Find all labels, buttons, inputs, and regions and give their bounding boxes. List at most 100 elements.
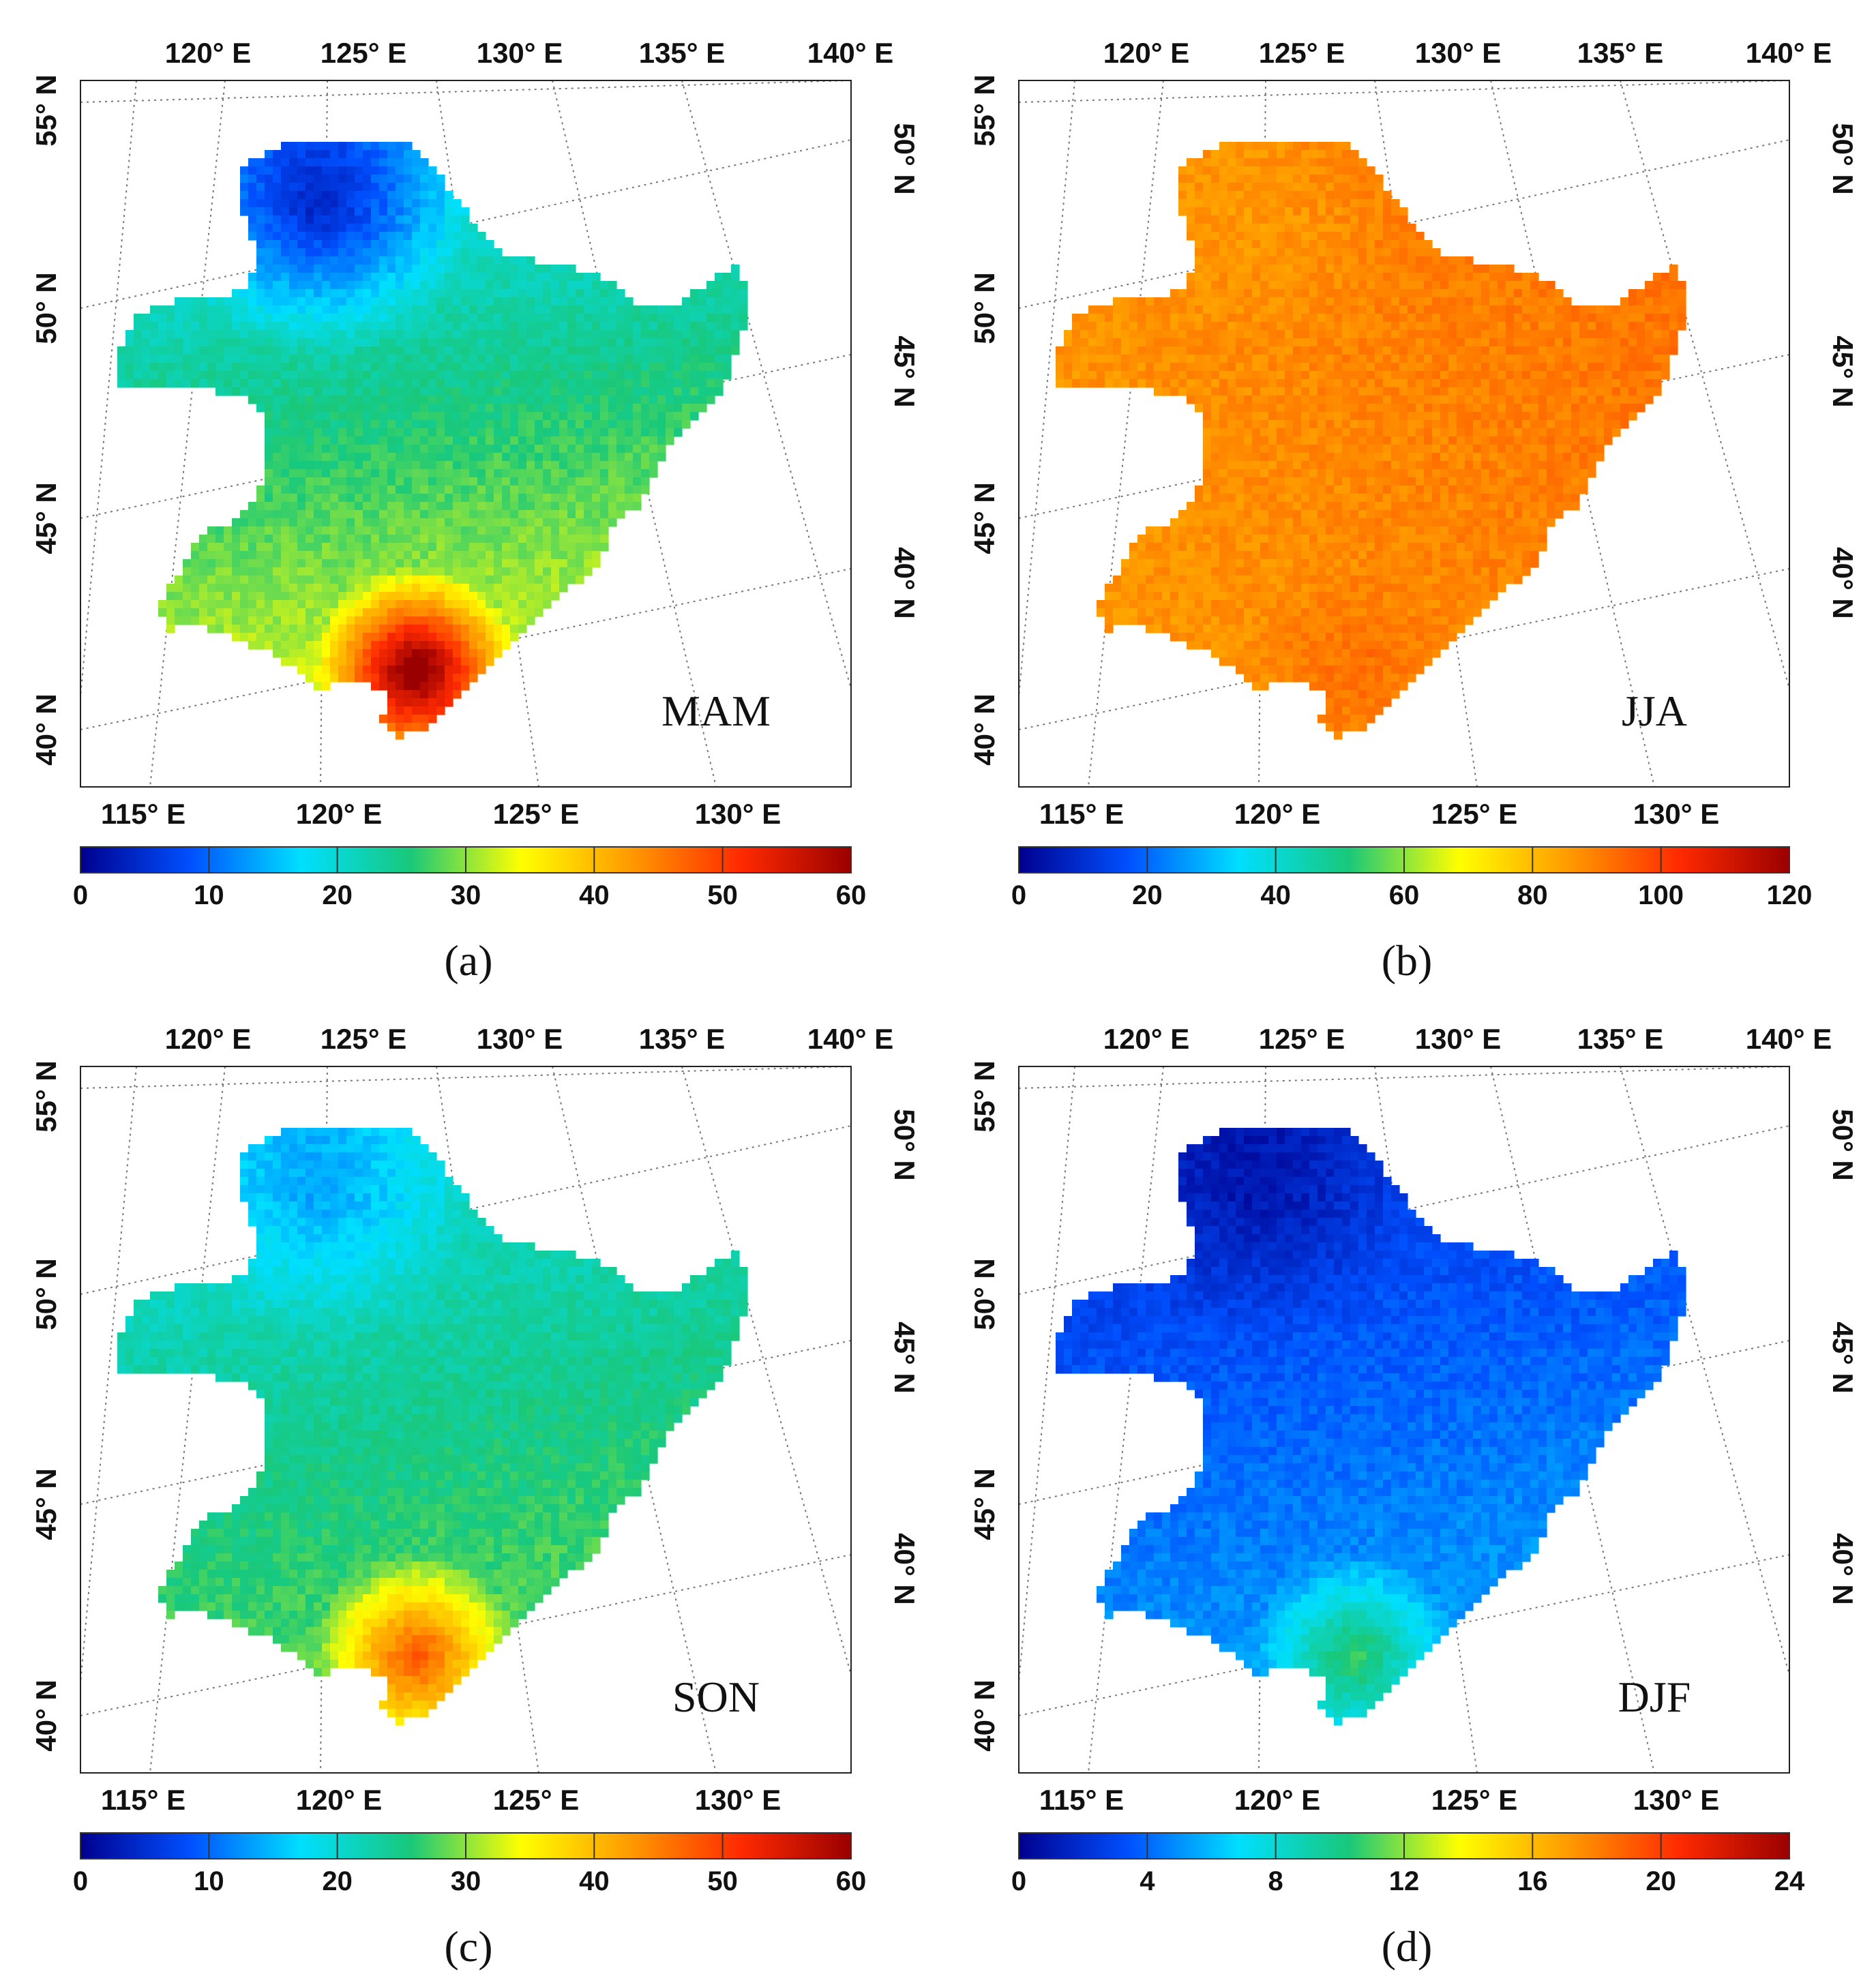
meridian-line [1620,1066,1789,1675]
top-longitude-label: 130° E [477,1023,563,1055]
right-latitude-label: 50° N [889,1109,921,1181]
map-panel-b: 120° E 125° E 130° E 135° E 140° E 115° E 120°… [968,37,1859,985]
map-panel-d: 120° E 125° E 130° E 135° E 140° E 115° E 120°… [968,1023,1859,1971]
top-longitude-label: 140° E [807,37,894,69]
bottom-longitude-label: 115° E [1039,1784,1124,1816]
colorbar-tick-label: 20 [322,1866,353,1896]
left-latitude-label: 55° N [968,1060,1000,1133]
right-latitude-label: 50° N [889,123,921,195]
colorbar-tick-label: 24 [1774,1866,1805,1896]
bottom-longitude-label: 125° E [493,1784,580,1816]
panel-letter: (c) [444,1922,492,1971]
top-longitude-label: 125° E [321,1023,407,1055]
season-label: MAM [661,687,771,735]
colorbar-tick-label: 20 [322,880,353,910]
meridian-line [1088,80,1164,787]
panel-letter: (b) [1382,936,1433,985]
top-longitude-label: 140° E [1746,37,1832,69]
panel-letter: (a) [444,936,492,985]
colorbar-tick-label: 12 [1389,1866,1420,1896]
top-longitude-label: 135° E [639,1023,726,1055]
left-latitude-label: 45° N [968,482,1000,554]
top-longitude-label: 135° E [1577,1023,1664,1055]
bottom-longitude-label: 115° E [1039,798,1124,830]
top-longitude-label: 135° E [1577,37,1664,69]
colorbar-tick-label: 50 [707,880,738,910]
meridian-line [1088,1066,1164,1773]
map-frame [80,1066,852,1774]
left-latitude-label: 45° N [30,482,62,554]
top-longitude-label: 120° E [1103,1023,1190,1055]
season-label: JJA [1622,687,1687,735]
bottom-longitude-label: 125° E [493,798,580,830]
season-label: SON [672,1673,760,1721]
bottom-longitude-label: 125° E [1431,798,1518,830]
value-field [1056,1128,1686,1726]
bottom-longitude-label: 115° E [101,798,185,830]
top-longitude-label: 125° E [321,37,407,69]
bottom-longitude-label: 130° E [695,1784,781,1816]
top-longitude-label: 120° E [165,1023,252,1055]
colorbar-tick-label: 40 [579,880,610,910]
colorbar-tick-label: 0 [73,880,88,910]
colorbar-tick-label: 0 [73,1866,88,1896]
colorbar-tick-label: 60 [836,880,867,910]
left-latitude-label: 40° N [30,693,62,766]
right-latitude-label: 45° N [1827,335,1859,408]
top-longitude-label: 130° E [1415,37,1502,69]
top-longitude-label: 130° E [477,37,563,69]
colorbar-tick-label: 10 [194,1866,224,1896]
top-longitude-label: 125° E [1259,37,1345,69]
panel-a: 120° E 125° E 130° E 135° E 140° E 115° E 120°… [0,0,938,986]
colorbar-tick-label: 0 [1011,1866,1026,1896]
map-panel-a: 120° E 125° E 130° E 135° E 140° E 115° E 120°… [30,37,921,985]
right-latitude-label: 40° N [1827,547,1859,619]
map-content: 120° E 125° E 130° E 135° E 140° E 115° E 120°… [968,1023,1859,1971]
colorbar-tick-label: 50 [707,1866,738,1896]
colorbar-tick-label: 60 [836,1866,867,1896]
map-content: 120° E 125° E 130° E 135° E 140° E 115° E 120°… [30,1023,921,1971]
right-latitude-label: 45° N [889,335,921,408]
bottom-longitude-label: 120° E [296,1784,383,1816]
right-latitude-label: 40° N [889,1533,921,1605]
map-frame [1018,80,1790,788]
value-field [117,1128,748,1726]
season-label: DJF [1618,1673,1691,1721]
map-frame [1018,1066,1790,1774]
bottom-longitude-label: 125° E [1431,1784,1518,1816]
parallel-line [80,80,851,103]
meridian-line [1019,80,1075,704]
right-latitude-label: 45° N [889,1321,921,1394]
bottom-longitude-label: 120° E [1234,798,1321,830]
map-content: 120° E 125° E 130° E 135° E 140° E 115° E 120°… [968,37,1859,985]
right-latitude-label: 45° N [1827,1321,1859,1394]
colorbar-tick-label: 20 [1646,1866,1676,1896]
bottom-longitude-label: 120° E [1234,1784,1321,1816]
colorbar-tick-label: 60 [1389,880,1420,910]
meridian-line [149,80,226,787]
colorbar-tick-label: 30 [451,880,481,910]
left-latitude-label: 55° N [968,74,1000,147]
colorbar-tick-label: 8 [1268,1866,1283,1896]
meridian-line [80,1066,137,1690]
right-latitude-label: 50° N [1827,123,1859,195]
panel-d: 120° E 125° E 130° E 135° E 140° E 115° E 120°… [938,986,1876,1972]
colorbar-tick-label: 10 [194,880,224,910]
value-field [1056,142,1686,740]
right-latitude-label: 50° N [1827,1109,1859,1181]
bottom-longitude-label: 130° E [695,798,781,830]
right-latitude-label: 40° N [1827,1533,1859,1605]
left-latitude-label: 40° N [968,1679,1000,1752]
meridian-line [1620,80,1789,689]
panel-b: 120° E 125° E 130° E 135° E 140° E 115° E 120°… [938,0,1876,986]
left-latitude-label: 55° N [30,1060,62,1133]
colorbar-tick-label: 16 [1517,1866,1548,1896]
colorbar-tick-label: 20 [1132,880,1163,910]
meridian-line [80,80,137,704]
left-latitude-label: 50° N [968,272,1000,344]
left-latitude-label: 55° N [30,74,62,147]
left-latitude-label: 50° N [968,1258,1000,1330]
left-latitude-label: 40° N [968,693,1000,766]
left-latitude-label: 45° N [968,1468,1000,1540]
left-latitude-label: 50° N [30,1258,62,1330]
